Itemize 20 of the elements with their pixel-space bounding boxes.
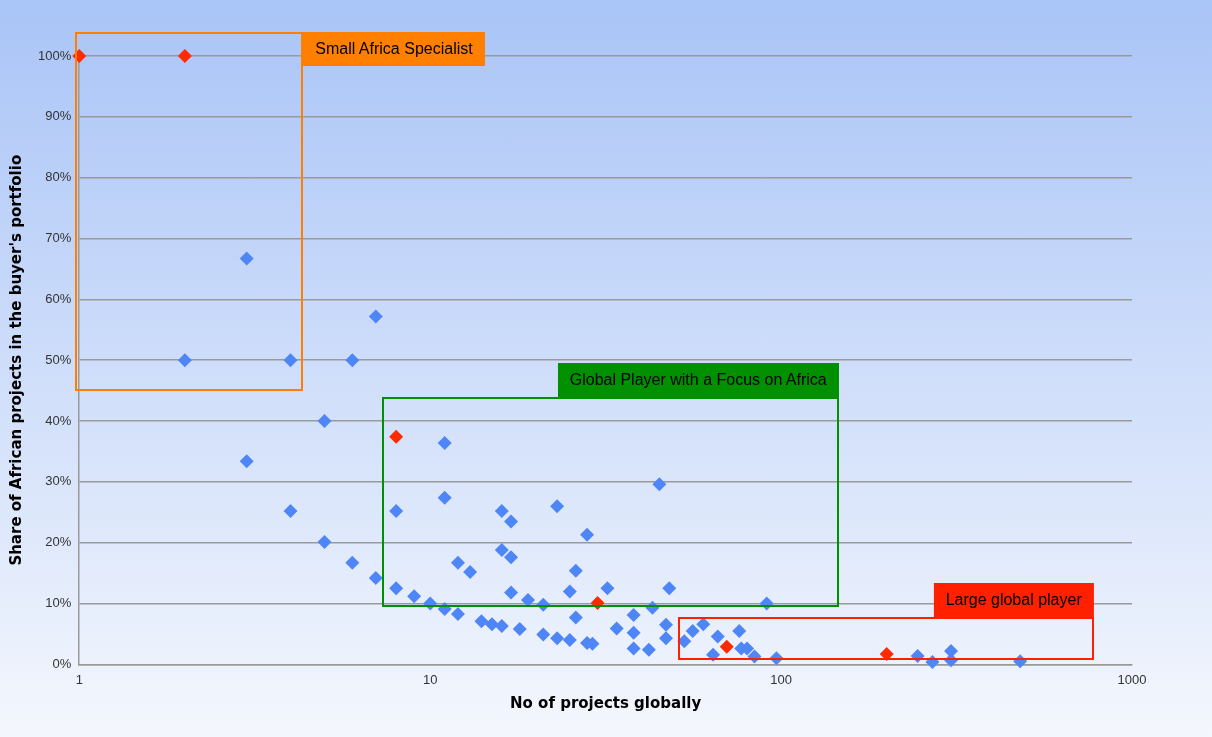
y-tick-label: 30% xyxy=(45,473,72,489)
x-tick-label: 10 xyxy=(422,671,438,687)
x-tick-label: 100 xyxy=(770,671,792,687)
y-tick-label: 60% xyxy=(45,290,72,306)
y-tick-label: 70% xyxy=(45,230,72,246)
x-tick-label: 1 xyxy=(75,671,83,687)
y-axis-title: Share of African projects in the buyer's portfolio xyxy=(6,154,25,566)
y-tick-label: 40% xyxy=(45,412,72,428)
annotation: Small Africa Specialist xyxy=(303,31,485,66)
y-tick-label: 100% xyxy=(38,47,72,63)
x-axis-title: No of projects globally xyxy=(510,693,702,712)
y-tick-label: 80% xyxy=(45,169,72,185)
y-tick-label: 90% xyxy=(45,108,72,124)
x-tick-label: 1000 xyxy=(1117,671,1147,687)
y-tick-label: 50% xyxy=(45,351,72,367)
annotation: Global Player with a Focus on Africa xyxy=(557,362,839,397)
y-tick-label: 10% xyxy=(45,595,72,611)
annotation: Large global player xyxy=(933,582,1094,617)
y-tick-label: 20% xyxy=(45,534,72,550)
y-tick-label: 0% xyxy=(52,655,72,671)
